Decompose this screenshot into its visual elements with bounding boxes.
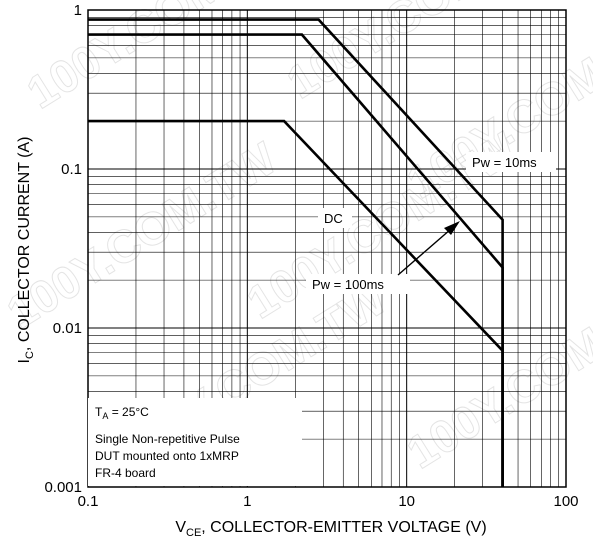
x-tick-label: 1	[243, 493, 251, 510]
tick-labels: 0.1 1 10 100 0.001 0.01 0.1 1	[44, 2, 578, 510]
y-axis-title-rest: , COLLECTOR CURRENT (A)	[16, 137, 33, 352]
watermark-text: 100Y.COM.TW	[0, 132, 286, 339]
x-axis-title-rest: , COLLECTOR-EMITTER VOLTAGE (V)	[201, 519, 486, 536]
series-group	[88, 18, 504, 487]
note-dut: DUT mounted onto 1xMRP	[95, 449, 239, 463]
dc-label: DC	[324, 211, 343, 226]
x-tick-label: 0.1	[78, 493, 99, 510]
pw100-label: Pw = 100ms	[312, 277, 384, 292]
dc-label-bg	[318, 208, 352, 228]
watermark-text: 100Y.COM.TW	[398, 272, 593, 479]
note-pulse: Single Non-repetitive Pulse	[95, 432, 240, 446]
y-tick-label: 1	[74, 2, 82, 19]
x-tick-label: 10	[398, 493, 415, 510]
ta-condition-rest: = 25°C	[108, 405, 149, 419]
pw100-arrow-shaft	[397, 228, 452, 276]
ta-condition-sub: A	[102, 411, 108, 421]
y-axis-title-main: I	[16, 359, 33, 363]
conditions-box	[88, 398, 302, 486]
plot-frame	[87, 9, 567, 488]
pw10-label: Pw = 10ms	[472, 155, 537, 170]
ta-condition: TA = 25°C	[95, 405, 149, 421]
y-tick-label: 0.001	[44, 479, 82, 496]
x-tick-label: 100	[553, 493, 578, 510]
watermark-text: 100Y.COM.TW	[18, 0, 306, 118]
pw100-arrow-head	[444, 221, 460, 235]
x-axis-title: VCE, COLLECTOR-EMITTER VOLTAGE (V)	[175, 519, 486, 539]
note-board: FR-4 board	[95, 466, 156, 480]
x-axis-title-main: V	[175, 519, 186, 536]
y-tick-label: 0.01	[53, 320, 82, 337]
pw10-label-bg	[466, 152, 556, 172]
ta-condition-main: T	[95, 405, 103, 419]
series-line-3	[88, 119, 504, 487]
y-axis-title: IC, COLLECTOR CURRENT (A)	[16, 137, 36, 364]
pw100-label-bg	[306, 274, 410, 294]
x-axis-title-sub: CE	[186, 527, 201, 539]
y-axis-title-sub: C	[24, 351, 36, 359]
y-tick-label: 0.1	[61, 161, 82, 178]
